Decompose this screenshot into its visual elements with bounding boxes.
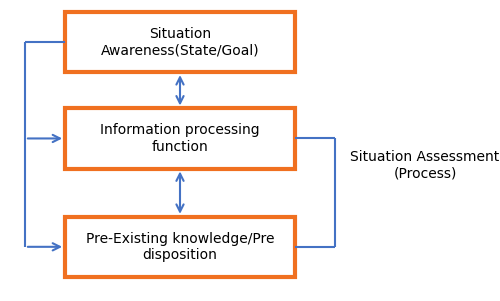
Text: Information processing
function: Information processing function [100, 123, 260, 154]
FancyBboxPatch shape [65, 12, 295, 72]
Text: Situation
Awareness(State/Goal): Situation Awareness(State/Goal) [100, 27, 260, 57]
Text: Pre-Existing knowledge/Pre
disposition: Pre-Existing knowledge/Pre disposition [86, 232, 274, 262]
Text: Situation Assessment
(Process): Situation Assessment (Process) [350, 150, 500, 181]
FancyBboxPatch shape [65, 217, 295, 277]
FancyBboxPatch shape [65, 108, 295, 169]
